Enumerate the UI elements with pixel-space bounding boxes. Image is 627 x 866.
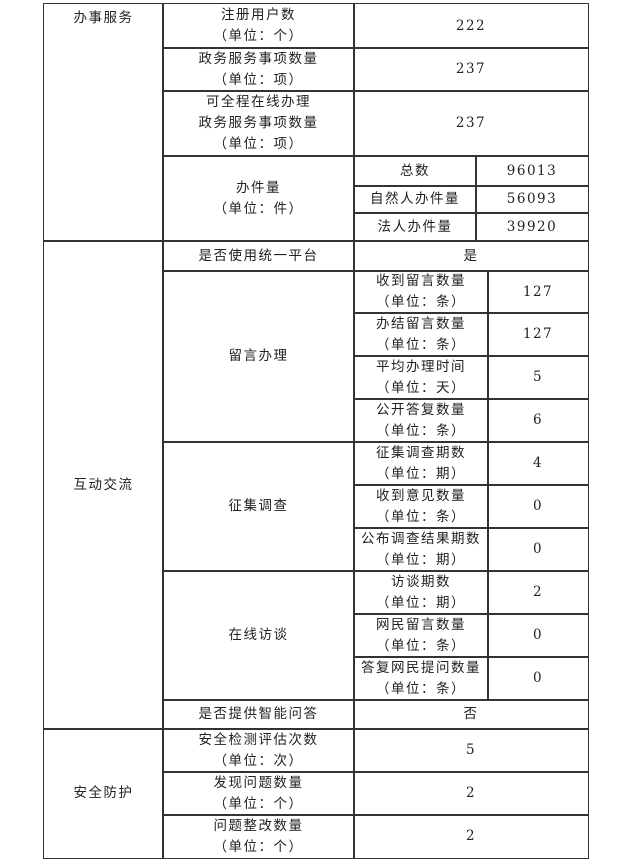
messages-row-value: 5 [487,355,589,400]
unified-platform-label: 是否使用统一平台 [162,240,355,272]
messages-row-label: 公开答复数量 （单位：条） [353,398,489,443]
online-items-label: 可全程在线办理 政务服务事项数量 （单位：项） [162,90,355,157]
messages-row-value: 127 [487,270,589,314]
messages-row-label: 平均办理时间 （单位：天） [353,355,489,400]
survey-row-value: 0 [487,484,589,529]
section-security-title: 安全防护 [43,728,164,859]
survey-row-label: 公布调查结果期数 （单位：期） [353,527,489,572]
registered-users-value: 222 [353,3,589,49]
section-interaction-title: 互动交流 [43,240,164,730]
security-row-label: 问题整改数量 （单位：个） [162,814,355,859]
cases-natural-value: 56093 [475,185,589,214]
interview-row-value: 0 [487,613,589,658]
survey-label: 征集调查 [162,441,355,572]
cases-total-label: 总数 [353,155,477,187]
interview-row-label: 网民留言数量 （单位：条） [353,613,489,658]
messages-label: 留言办理 [162,270,355,443]
messages-row-value: 127 [487,312,589,357]
service-items-value: 237 [353,47,589,92]
security-row-value: 2 [353,814,589,859]
service-items-label: 政务服务事项数量 （单位：项） [162,47,355,92]
survey-row-label: 收到意见数量 （单位：条） [353,484,489,529]
security-row-label: 安全检测评估次数 （单位：次） [162,728,355,773]
cases-legal-value: 39920 [475,212,589,242]
survey-row-value: 0 [487,527,589,572]
smart-qa-label: 是否提供智能问答 [162,699,355,730]
cases-label: 办件量 （单位：件） [162,155,355,242]
cases-legal-label: 法人办件量 [353,212,477,242]
cases-natural-label: 自然人办件量 [353,185,477,214]
interview-row-value: 0 [487,656,589,701]
interview-row-label: 访谈期数 （单位：期） [353,570,489,615]
messages-row-value: 6 [487,398,589,443]
interview-row-value: 2 [487,570,589,615]
security-row-value: 5 [353,728,589,773]
cases-total-value: 96013 [475,155,589,187]
security-row-label: 发现问题数量 （单位：个） [162,771,355,816]
smart-qa-value: 否 [353,699,589,730]
interview-row-label: 答复网民提问数量 （单位：条） [353,656,489,701]
unified-platform-value: 是 [353,240,589,272]
registered-users-label: 注册用户数 （单位：个） [162,3,355,49]
survey-row-label: 征集调查期数 （单位：期） [353,441,489,486]
messages-row-label: 收到留言数量 （单位：条） [353,270,489,314]
messages-row-label: 办结留言数量 （单位：条） [353,312,489,357]
interview-label: 在线访谈 [162,570,355,701]
section-service-title: 办事服务 [43,3,164,242]
security-row-value: 2 [353,771,589,816]
survey-row-value: 4 [487,441,589,486]
online-items-value: 237 [353,90,589,157]
